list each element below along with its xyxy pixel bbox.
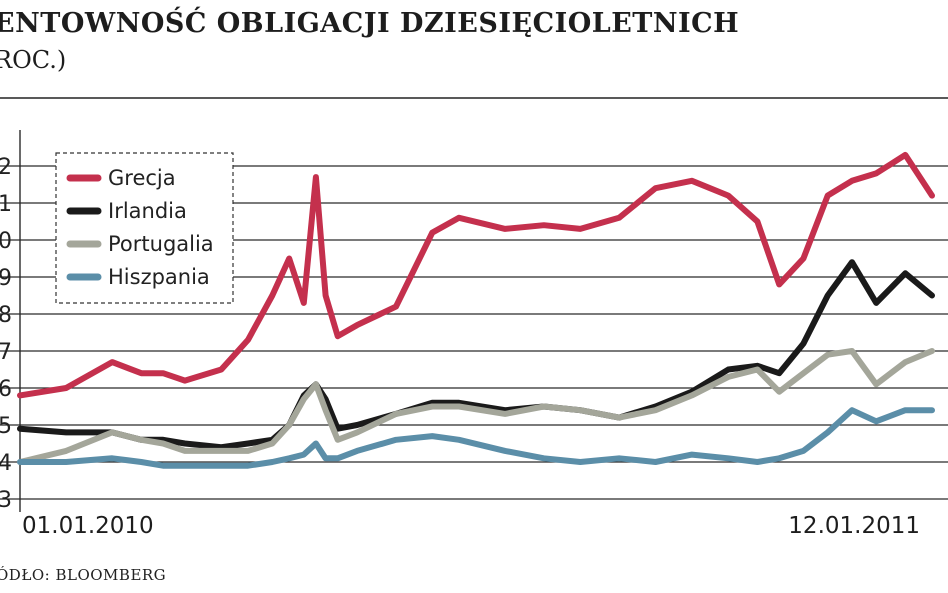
chart-title: ENTOWNOŚĆ OBLIGACJI DZIESIĘCIOLETNICH: [0, 8, 740, 39]
y-tick-label: 7: [0, 340, 12, 365]
chart-subtitle: ROC.): [0, 46, 67, 74]
legend-label-grecja: Grecja: [108, 166, 176, 190]
x-axis-start-label: 01.01.2010: [22, 513, 154, 539]
y-tick-label: 5: [0, 414, 12, 439]
y-tick-label: 6: [0, 377, 12, 402]
series-lines: [17, 151, 935, 469]
y-tick-label: 12: [0, 155, 12, 180]
series-line-irlandia: [17, 259, 935, 451]
x-axis-end-label: 12.01.2011: [788, 513, 920, 539]
source-note: ÓDŁO: BLOOMBERG: [0, 566, 167, 584]
y-tick-label: 3: [0, 488, 12, 513]
series-line-portugalia: [17, 348, 935, 465]
y-axis-ticks: 3 4 5 6 7 8 9 10 11 12: [0, 155, 12, 513]
legend-label-irlandia: Irlandia: [108, 199, 187, 223]
series-line-hiszpania: [17, 407, 935, 469]
legend-label-hiszpania: Hiszpania: [108, 265, 210, 289]
y-tick-label: 4: [0, 451, 12, 476]
y-tick-label: 11: [0, 192, 12, 217]
y-tick-label: 10: [0, 229, 12, 254]
y-tick-label: 8: [0, 303, 12, 328]
legend-label-portugalia: Portugalia: [108, 232, 214, 256]
y-tick-label: 9: [0, 266, 12, 291]
series-line-grecja: [17, 151, 935, 399]
legend: Grecja Irlandia Portugalia Hiszpania: [55, 152, 234, 304]
